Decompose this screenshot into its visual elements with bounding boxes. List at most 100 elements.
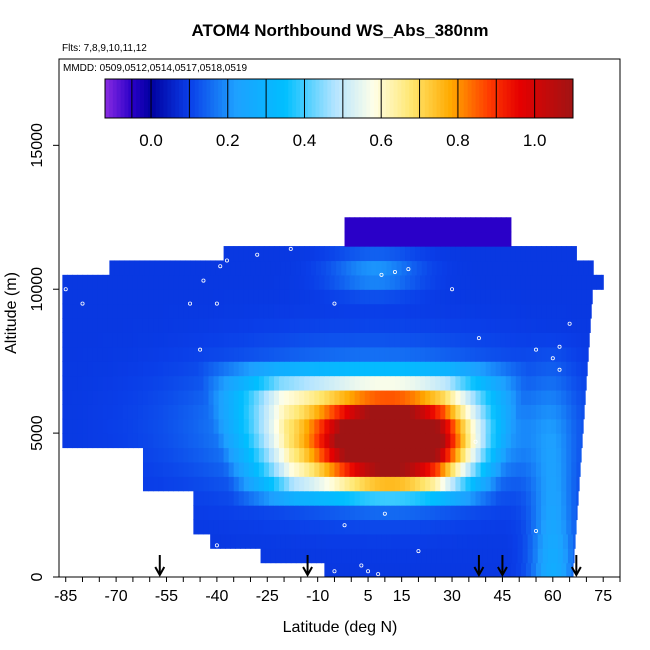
heat-cell	[142, 346, 149, 362]
heat-cell	[551, 461, 557, 477]
heat-cell	[475, 246, 482, 262]
heat-cell	[455, 505, 462, 521]
heat-cell	[122, 332, 129, 348]
heat-cell	[344, 562, 351, 577]
heat-cell	[515, 361, 522, 377]
heat-cell	[208, 289, 215, 305]
heat-cell	[62, 318, 68, 333]
heat-cell	[389, 274, 396, 290]
heat-cell	[228, 490, 235, 506]
heat-cell	[233, 476, 240, 492]
colorbar-swatch	[549, 79, 554, 118]
heat-cell	[571, 246, 577, 262]
heat-cell	[158, 389, 164, 405]
colorbar-swatch	[167, 79, 172, 118]
heat-cell	[389, 490, 396, 506]
heat-cell	[581, 418, 584, 434]
heat-cell	[193, 389, 200, 405]
heat-cell	[399, 303, 406, 319]
heat-cell	[168, 346, 174, 362]
heat-cell	[284, 461, 290, 477]
heat-cell	[344, 476, 351, 492]
heat-cell	[435, 231, 441, 247]
heat-cell	[566, 447, 572, 463]
heat-cell	[487, 548, 493, 564]
heat-cell	[299, 361, 305, 377]
heat-cell	[415, 318, 421, 333]
heat-cell	[520, 447, 527, 463]
heat-cell	[359, 217, 366, 233]
heat-cell	[450, 476, 456, 492]
heat-cell	[258, 519, 265, 535]
heat-cell	[384, 404, 391, 420]
colorbar-swatch	[268, 79, 274, 118]
heat-cell	[238, 289, 245, 305]
heat-cell	[379, 476, 386, 492]
chart-title: ATOM4 Northbound WS_Abs_380nm	[192, 21, 489, 40]
heat-cell	[248, 274, 255, 290]
heat-cell	[379, 289, 386, 305]
heat-cell	[435, 389, 441, 405]
heat-cell	[112, 389, 119, 405]
heat-cell	[305, 260, 312, 276]
heat-cell	[405, 246, 411, 262]
heat-cell	[475, 274, 482, 290]
heat-cell	[525, 476, 532, 492]
heat-cell	[183, 461, 189, 477]
heat-cell	[551, 318, 557, 333]
heat-cell	[440, 361, 446, 377]
y-tick-label: 15000	[29, 123, 46, 168]
heat-cell	[263, 447, 270, 463]
heat-cell	[223, 346, 230, 362]
heat-cell	[344, 274, 351, 290]
heat-cell	[381, 548, 388, 564]
heat-cell	[284, 289, 290, 305]
heat-cell	[263, 375, 270, 391]
heat-cell	[213, 303, 220, 319]
heat-cell	[359, 433, 366, 449]
heat-cell	[268, 318, 275, 333]
heat-cell	[97, 433, 104, 449]
heat-cell	[374, 303, 381, 319]
heat-cell	[102, 418, 109, 434]
heat-cell	[223, 490, 230, 506]
heat-cell	[208, 318, 215, 333]
heat-cell	[405, 217, 411, 233]
heat-cell	[556, 562, 562, 577]
heat-cell	[178, 289, 184, 305]
heat-cell	[173, 404, 179, 420]
colorbar-swatch	[261, 79, 266, 118]
heat-cell	[576, 303, 582, 319]
heat-cell	[314, 246, 320, 262]
heat-cell	[546, 404, 552, 420]
heat-cell	[581, 346, 588, 362]
heat-cell	[334, 476, 341, 492]
heat-cell	[200, 260, 206, 276]
heat-cell	[107, 433, 114, 449]
heat-cell	[344, 433, 351, 449]
heat-cell	[284, 519, 290, 535]
heat-cell	[384, 505, 391, 521]
heat-cell	[440, 490, 446, 506]
heat-cell	[541, 461, 547, 477]
heat-cell	[447, 548, 453, 564]
heat-cell	[566, 274, 572, 290]
heat-cell	[445, 418, 451, 434]
heat-cell	[415, 447, 421, 463]
heat-cell	[445, 289, 451, 305]
heat-cell	[250, 533, 257, 549]
heat-cell	[510, 303, 517, 319]
heat-cell	[520, 303, 527, 319]
heat-cell	[480, 519, 487, 535]
heat-cell	[525, 303, 532, 319]
heat-cell	[354, 361, 361, 377]
heat-cell	[223, 375, 230, 391]
heat-cell	[430, 389, 436, 405]
heat-cell	[349, 375, 356, 391]
heat-cell	[399, 318, 406, 333]
heat-cell	[546, 418, 552, 434]
heat-cell	[168, 461, 174, 477]
heat-cell	[248, 519, 255, 535]
heat-cell	[591, 274, 598, 290]
heat-cell	[122, 274, 129, 290]
